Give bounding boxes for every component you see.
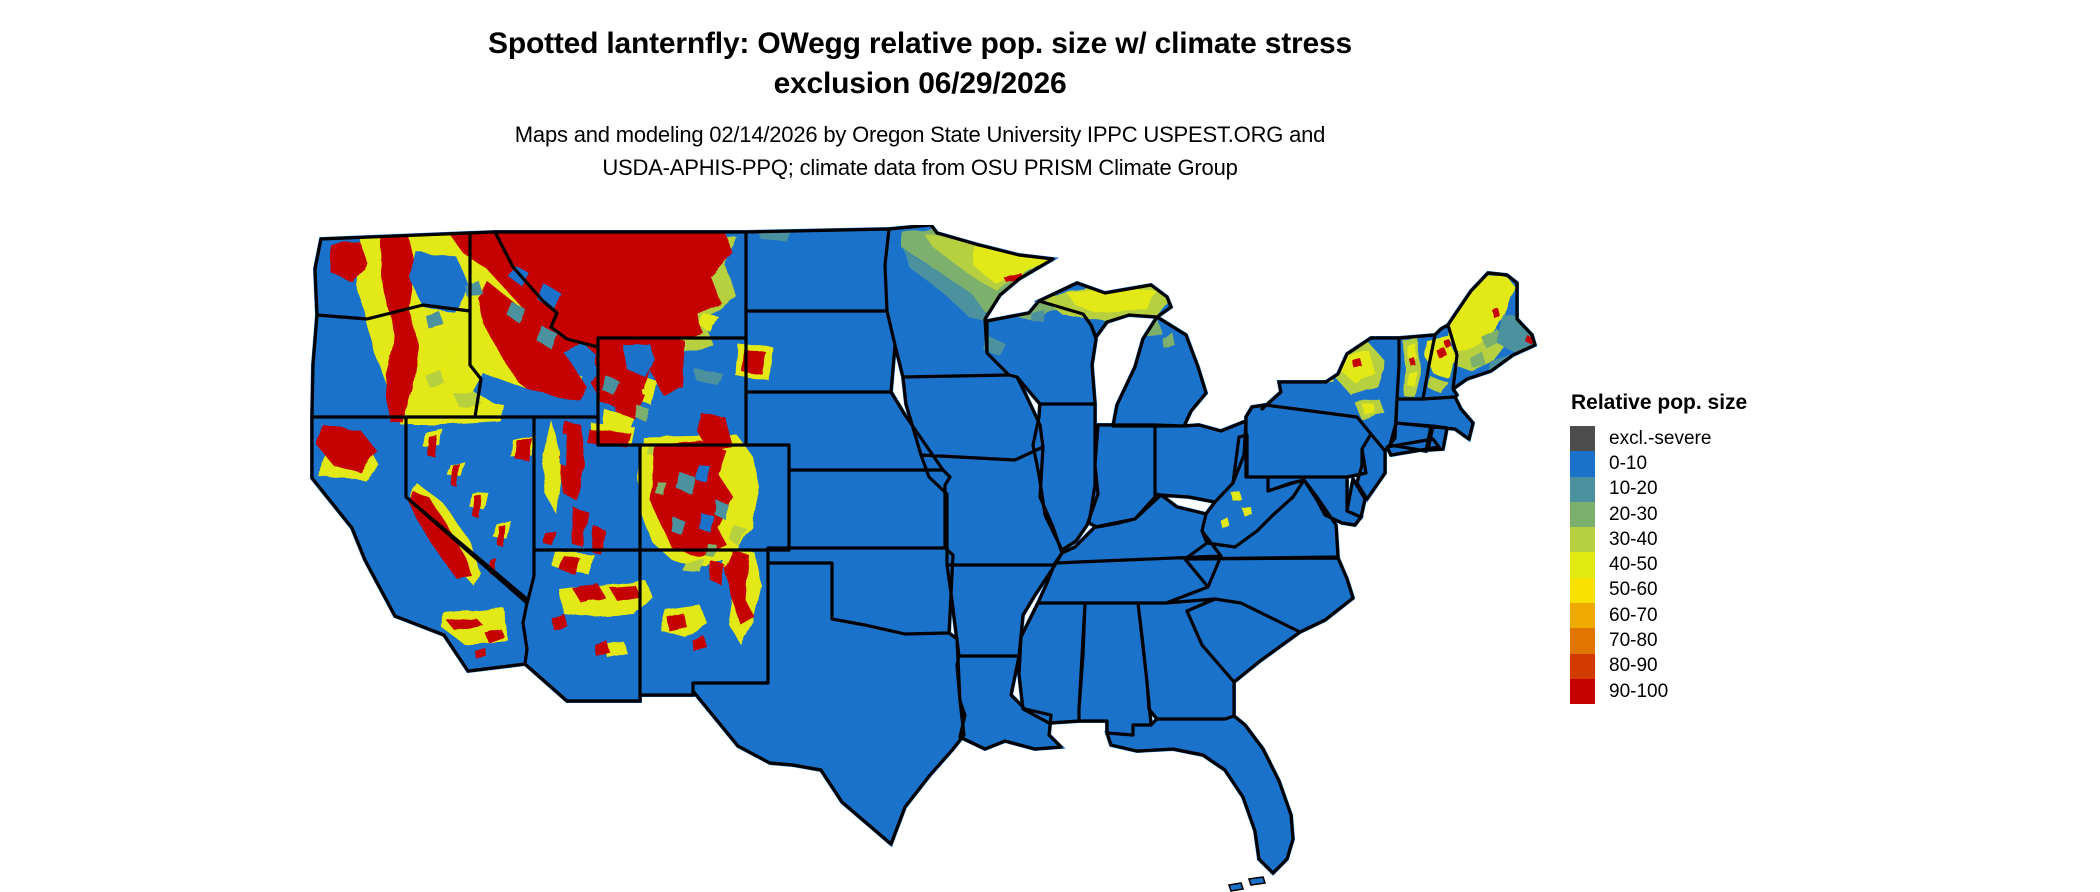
legend-swatch [1570, 552, 1595, 578]
raster-patch [473, 373, 591, 417]
legend-swatch [1570, 501, 1595, 528]
raster-patch [543, 375, 657, 515]
raster-patch [613, 335, 685, 419]
map-title: Spotted lanternfly: OWegg relative pop. … [0, 24, 1840, 104]
map-subtitle-line1: Maps and modeling 02/14/2026 by Oregon S… [514, 122, 1326, 147]
raster-patch [1067, 287, 1157, 313]
legend-swatch [1570, 678, 1595, 705]
legend-swatch [1570, 577, 1595, 604]
legend-item: 40-50 [1570, 552, 1747, 578]
legend-item: 50-60 [1570, 577, 1747, 604]
legend-swatch [1570, 527, 1595, 553]
legend-label: 0-10 [1609, 452, 1648, 474]
florida-keys-shape [1227, 882, 1245, 892]
legend-label: excl.-severe [1609, 427, 1712, 449]
legend-title: Relative pop. size [1571, 391, 1748, 414]
raster-patch [671, 473, 729, 535]
legend-label: 30-40 [1609, 528, 1658, 550]
legend-label: 60-70 [1609, 604, 1658, 626]
raster-patch [409, 251, 469, 313]
legend-swatch [1570, 426, 1595, 452]
map-title-line1: Spotted lanternfly: OWegg relative pop. … [488, 27, 1352, 60]
legend-item: 0-10 [1570, 451, 1747, 477]
legend-label: 90-100 [1609, 680, 1669, 702]
legend-item: 90-100 [1570, 678, 1747, 705]
us-map [305, 222, 1555, 892]
state-shape [744, 226, 892, 313]
raster-patch [381, 233, 419, 423]
raster-patch [1469, 329, 1503, 367]
legend-swatch [1570, 451, 1595, 477]
raster-patch [507, 301, 619, 395]
legend-label: 70-80 [1609, 630, 1658, 652]
raster-patch [331, 241, 367, 283]
raster-patch [1429, 377, 1449, 395]
legend-item: 60-70 [1570, 603, 1747, 629]
legend-swatch [1570, 628, 1595, 654]
map-subtitle-line2: USDA-APHIS-PPQ; climate data from OSU PR… [602, 155, 1238, 180]
raster-patch [903, 249, 1005, 355]
state-borders [310, 223, 1537, 892]
legend-swatch [1570, 476, 1595, 502]
legend-swatch [1570, 603, 1595, 629]
raster-patch [447, 617, 505, 659]
raster-patch [667, 551, 755, 651]
state-shape [1104, 713, 1296, 876]
legend-label: 20-30 [1609, 503, 1658, 525]
raster-patch [697, 413, 733, 451]
legend-item: 10-20 [1570, 476, 1747, 502]
map-title-line2: exclusion 06/29/2026 [773, 67, 1067, 100]
legend-item: 30-40 [1570, 527, 1747, 553]
legend-label: 10-20 [1609, 478, 1658, 500]
raster-patch [1407, 343, 1417, 387]
legend-label: 40-50 [1609, 554, 1658, 576]
us-map-svg [309, 222, 1538, 892]
raster-patch [635, 405, 717, 557]
raster-patch [1363, 403, 1375, 415]
raster-patch [1221, 491, 1251, 529]
legend-item: 20-30 [1570, 501, 1747, 528]
legend-label: 80-90 [1609, 655, 1658, 677]
raster-patch [559, 433, 567, 465]
legend-item: excl.-severe [1570, 426, 1747, 452]
legend-swatch [1570, 653, 1595, 679]
raster-patch [425, 371, 583, 407]
raster-patch [695, 463, 715, 533]
raster-patch [640, 283, 657, 311]
legend-rows: excl.-severe 0-10 10-20 20-30 30-40 40-50 50-6… [1570, 426, 1747, 705]
legend: Relative pop. size excl.-severe 0-10 10-20… [1570, 391, 1748, 705]
legend-label: 50-60 [1609, 579, 1658, 601]
legend-item: 70-80 [1570, 628, 1747, 654]
map-subtitle: Maps and modeling 02/14/2026 by Oregon S… [0, 118, 1840, 184]
raster-patch [973, 247, 1051, 283]
raster-patch [317, 425, 377, 473]
raster-patch [427, 435, 531, 575]
raster-patch [623, 343, 655, 377]
florida-keys-shape [1247, 876, 1267, 886]
state-shape [787, 468, 953, 550]
legend-item: 80-90 [1570, 653, 1747, 679]
